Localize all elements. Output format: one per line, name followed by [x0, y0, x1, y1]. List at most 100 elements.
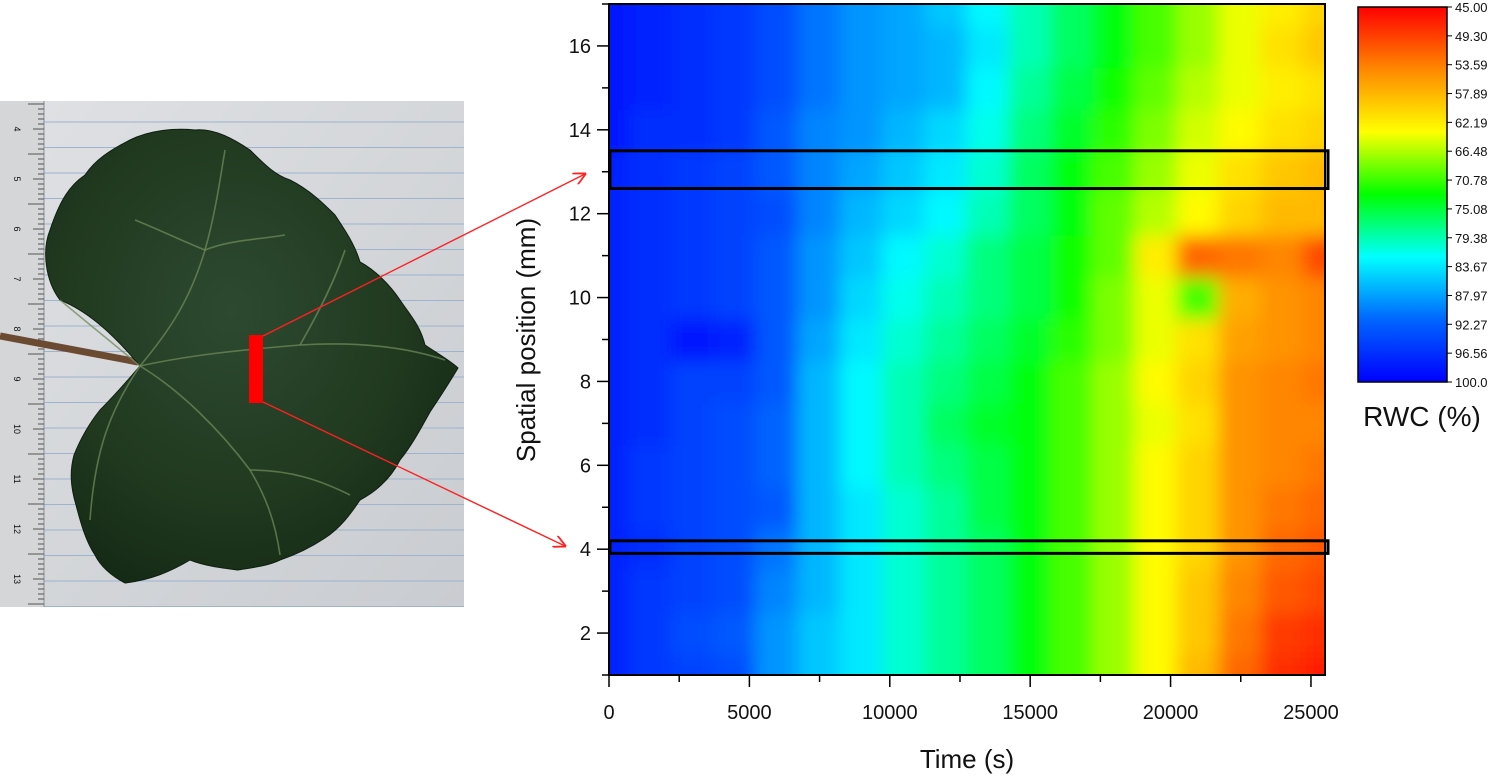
- heatmap-cell: [671, 191, 716, 236]
- heatmap-cell: [713, 359, 758, 404]
- heatmap-cell: [1092, 233, 1137, 278]
- heatmap-cell: [755, 65, 800, 110]
- heatmap-cell: [839, 485, 884, 530]
- heatmap-cell: [1008, 107, 1053, 152]
- heatmap-cell: [1134, 527, 1179, 572]
- heatmap-cell: [1134, 23, 1179, 68]
- heatmap-cell: [713, 527, 758, 572]
- leaf-photo: 4 5 6 7 8 9 10 11 12 13: [0, 101, 464, 607]
- heatmap-cell: [1176, 23, 1221, 68]
- colorbar-tick-label: 87.97: [1455, 288, 1488, 303]
- y-tick-label: 6: [580, 455, 591, 477]
- heatmap-cell: [839, 4, 884, 26]
- heatmap-cell: [966, 317, 1011, 362]
- heatmap-cell: [629, 149, 674, 194]
- heatmap-cell: [755, 107, 800, 152]
- heatmap-cell: [1218, 107, 1263, 152]
- heatmap-cell: [1050, 4, 1095, 26]
- x-tick-label: 10000: [862, 702, 918, 724]
- heatmap-cell: [1008, 149, 1053, 194]
- heatmap-cell: [923, 233, 968, 278]
- heatmap-cell: [881, 275, 926, 320]
- heatmap-cell: [839, 653, 884, 675]
- colorbar-tick-label: 79.38: [1455, 231, 1488, 246]
- heatmap-cell: [797, 107, 842, 152]
- heatmap-cell: [881, 653, 926, 675]
- heatmap-cell: [1218, 359, 1263, 404]
- colorbar-ticks: 45.00 49.30 53.59 57.89 62.19 66.48 70.78 75.08…: [1447, 0, 1488, 390]
- heatmap-cell: [923, 359, 968, 404]
- heatmap-cell: [1302, 653, 1325, 675]
- heatmap-cell: [1176, 191, 1221, 236]
- heatmap-cell: [1218, 485, 1263, 530]
- heatmap-cell: [923, 275, 968, 320]
- heatmap-cell: [1302, 233, 1325, 278]
- x-tick-label: 25000: [1283, 702, 1339, 724]
- heatmap-cell: [966, 191, 1011, 236]
- heatmap-cell: [881, 611, 926, 656]
- heatmap-cell: [881, 65, 926, 110]
- heatmap-cell: [671, 149, 716, 194]
- heatmap-cell: [881, 485, 926, 530]
- heatmap-cell: [1218, 401, 1263, 446]
- heatmap-cell: [797, 275, 842, 320]
- x-axis-title: Time (s): [920, 744, 1014, 774]
- colorbar-tick-label: 96.56: [1455, 346, 1488, 361]
- heatmap-cell: [671, 485, 716, 530]
- heatmap-cell: [1050, 401, 1095, 446]
- heatmap-cell: [1050, 569, 1095, 614]
- heatmap-cell: [1134, 4, 1179, 26]
- connector-arrow-bottom: [262, 401, 565, 546]
- heatmap-cell: [1302, 4, 1325, 26]
- heatmap-cell: [609, 107, 632, 152]
- colorbar-tick-label: 100.0: [1455, 375, 1488, 390]
- heatmap-cell: [797, 527, 842, 572]
- heatmap-cell: [671, 443, 716, 488]
- heatmap-cell: [1134, 359, 1179, 404]
- heatmap-chart: 0 5000 10000 15000 20000 25000 2 4 6 8 10 12 14 16 T…: [511, 3, 1339, 774]
- heatmap-cell: [1176, 569, 1221, 614]
- ruler-label: 6: [12, 226, 22, 231]
- heatmap-cell: [839, 233, 884, 278]
- heatmap-cell: [629, 401, 674, 446]
- heatmap-cell: [1302, 611, 1325, 656]
- heatmap-cell: [1218, 569, 1263, 614]
- heatmap-cell: [797, 65, 842, 110]
- heatmap-cell: [839, 23, 884, 68]
- heatmap-cell: [609, 275, 632, 320]
- heatmap-cell: [755, 317, 800, 362]
- heatmap-cell: [881, 359, 926, 404]
- heatmap-cell: [966, 359, 1011, 404]
- heatmap-cell: [923, 65, 968, 110]
- heatmap-cell: [1260, 275, 1305, 320]
- heatmap-cell: [1302, 527, 1325, 572]
- heatmap-cell: [1008, 611, 1053, 656]
- heatmap-cell: [1008, 443, 1053, 488]
- heatmap-cell: [839, 65, 884, 110]
- heatmap-cell: [966, 149, 1011, 194]
- heatmap-cell: [1176, 527, 1221, 572]
- heatmap-cell: [1008, 317, 1053, 362]
- heatmap-cell: [1302, 401, 1325, 446]
- heatmap-cell: [923, 149, 968, 194]
- heatmap-cell: [671, 401, 716, 446]
- heatmap-cell: [1092, 23, 1137, 68]
- heatmap-cell: [1050, 65, 1095, 110]
- heatmap-cell: [1302, 317, 1325, 362]
- colorbar-tick-label: 66.48: [1455, 144, 1488, 159]
- heatmap-cell: [1176, 4, 1221, 26]
- heatmap-cell: [629, 107, 674, 152]
- heatmap-cell: [755, 527, 800, 572]
- heatmap-cell: [713, 443, 758, 488]
- heatmap-cell: [713, 4, 758, 26]
- colorbar-gradient: [1357, 6, 1448, 383]
- ruler-ticks: [28, 103, 44, 605]
- heatmap-cell: [1260, 653, 1305, 675]
- leaf-vein: [134, 219, 206, 251]
- colorbar-tick-label: 45.00: [1455, 0, 1488, 15]
- heatmap-cell: [671, 107, 716, 152]
- colorbar-tick-label: 92.27: [1455, 317, 1488, 332]
- y-tick-label: 14: [569, 120, 591, 142]
- heatmap-cell: [1134, 443, 1179, 488]
- heatmap-cell: [1134, 401, 1179, 446]
